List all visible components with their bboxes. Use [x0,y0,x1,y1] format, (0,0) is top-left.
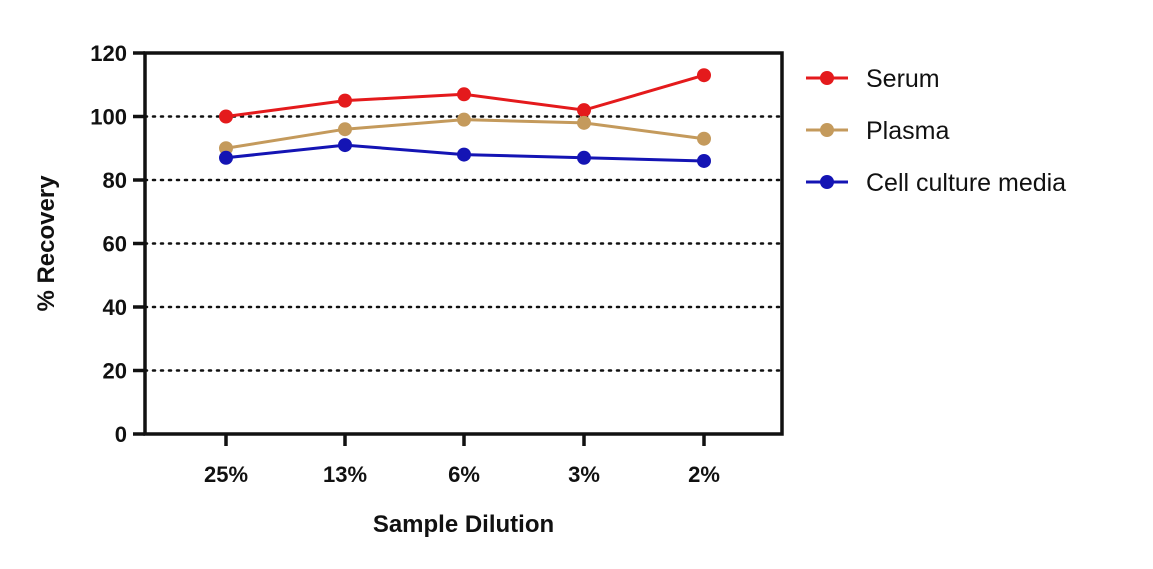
data-point [338,138,352,153]
legend-swatch-marker [820,123,834,137]
y-tick-label: 60 [103,232,127,257]
data-point [457,112,471,127]
x-tick-label: 25% [204,462,248,487]
x-axis-title: Sample Dilution [373,511,554,538]
data-point [338,93,352,108]
x-tick-label: 3% [568,462,600,487]
y-tick-label: 20 [103,359,127,384]
data-point [219,150,233,165]
data-point [697,153,711,168]
legend-swatch-marker [820,71,834,85]
series-lines [219,68,711,168]
legend-swatch-marker [820,175,834,189]
legend-item-0: Serum [806,65,940,93]
y-axis-title: % Recovery [33,175,60,312]
series-0 [219,68,711,124]
x-tick-label: 6% [448,462,480,487]
legend: Serum Plasma Cell culture media [806,65,1066,197]
data-point [577,115,591,130]
y-tick-label: 0 [115,422,127,447]
legend-item-1: Plasma [806,117,949,145]
series-1 [219,112,711,156]
y-tick-label: 40 [103,295,127,320]
y-tick-label: 120 [90,41,127,66]
data-point [697,68,711,83]
data-point [457,147,471,162]
data-point [697,131,711,146]
y-tick-label: 100 [90,105,127,130]
legend-label: Cell culture media [866,169,1066,197]
data-point [577,150,591,165]
gridlines [143,115,784,372]
x-tick-label: 2% [688,462,720,487]
data-point [338,122,352,137]
x-tick-label: 13% [323,462,367,487]
data-point [577,103,591,118]
data-point [219,109,233,124]
data-point [457,87,471,102]
legend-label: Plasma [866,117,949,145]
legend-item-2: Cell culture media [806,169,1066,197]
y-tick-label: 80 [103,168,127,193]
series-2 [219,138,711,168]
ticks: 0 20 40 60 80 100 120 25% 13% 6% 3% 2% [90,41,720,487]
legend-label: Serum [866,65,940,93]
